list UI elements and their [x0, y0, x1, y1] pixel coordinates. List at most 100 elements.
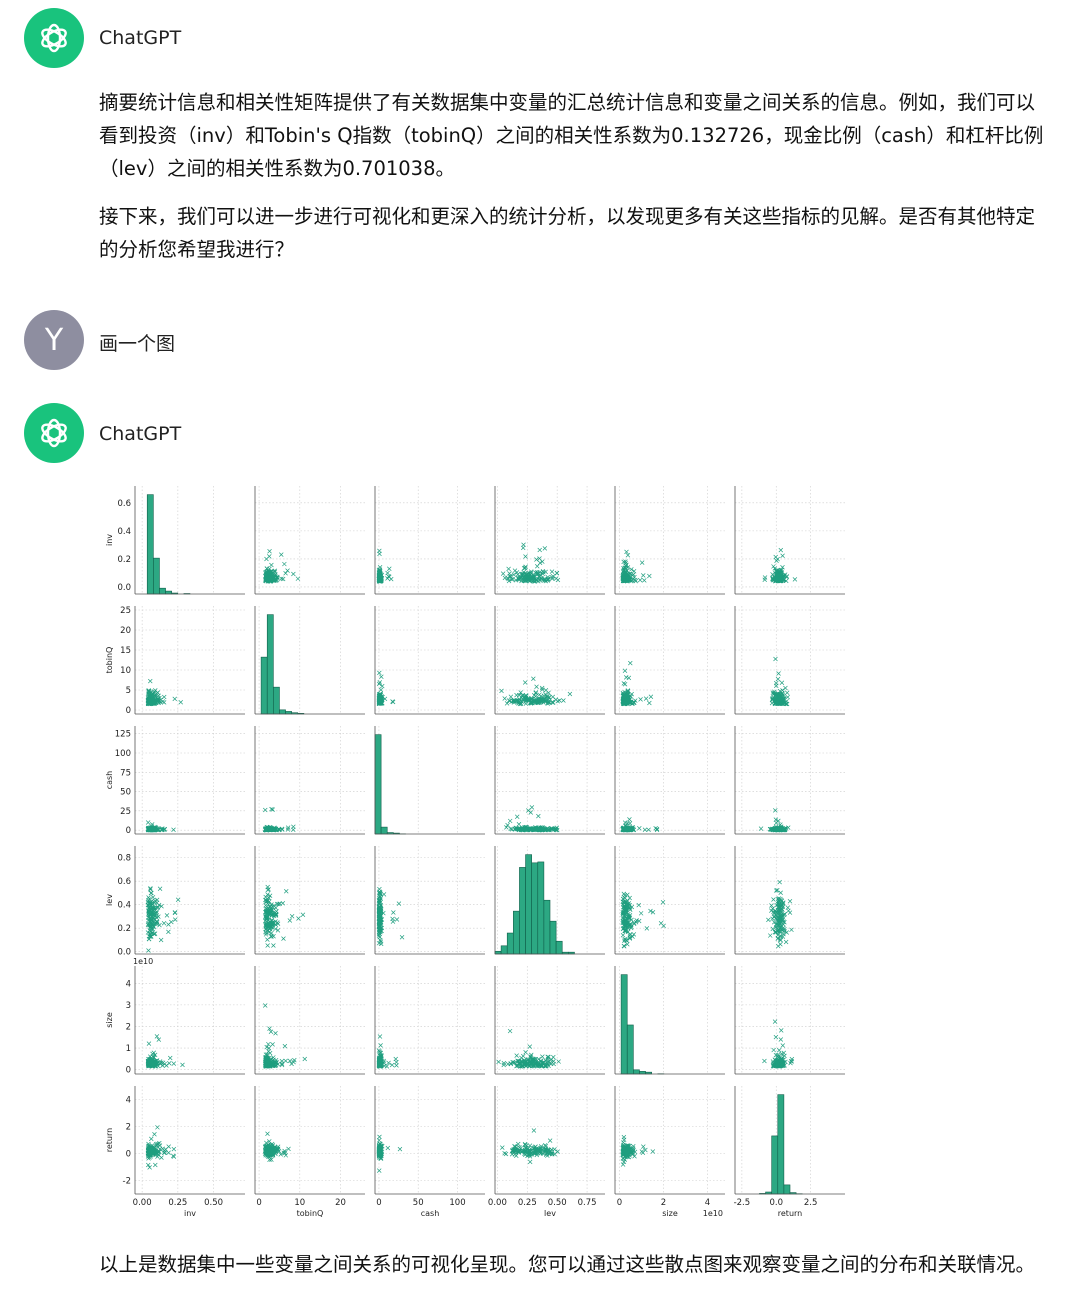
assistant-message-paragraph: 以上是数据集中一些变量之间关系的可视化呈现。您可以通过这些散点图来观察变量之间的…	[99, 1253, 1036, 1276]
scatter-point	[381, 892, 387, 897]
scatter-point	[267, 549, 272, 554]
scatter-point	[539, 697, 545, 702]
scatter-point	[536, 579, 541, 584]
scatter-point	[537, 556, 542, 561]
scatter-point	[557, 698, 562, 703]
scatter-point	[263, 807, 268, 813]
scatter-point	[567, 691, 573, 697]
histogram-bar	[165, 590, 172, 595]
scatter-point	[158, 700, 164, 705]
scatter-point	[555, 1149, 560, 1154]
scatter-point	[522, 694, 528, 699]
scatter-point	[161, 921, 167, 926]
x-tick-label: 2.5	[804, 1198, 818, 1208]
scatter-point	[506, 576, 511, 582]
scatter-point	[505, 822, 510, 828]
x-tick-label: 0.50	[204, 1198, 223, 1208]
x-tick-label: 0.00	[488, 1198, 507, 1208]
scatter-point	[773, 808, 778, 813]
scatter-point	[151, 1050, 157, 1056]
y-tick-label: 0	[126, 826, 131, 836]
scatter-point	[780, 697, 786, 702]
scatter-point	[534, 557, 539, 562]
scatter-point	[520, 571, 526, 577]
pairplot-panel-inv-lev	[494, 486, 605, 595]
pairplot-panel-lev-cash	[374, 846, 485, 955]
scatter-point	[772, 1019, 778, 1024]
scatter-point	[271, 827, 277, 832]
scatter-point	[639, 1149, 645, 1154]
scatter-point	[275, 928, 281, 933]
x-tick-label: 50	[413, 1198, 424, 1208]
scatter-point	[285, 568, 290, 573]
scatter-point	[538, 699, 544, 704]
scatter-point	[621, 559, 626, 565]
openai-logo-icon	[41, 23, 67, 53]
scatter-point	[262, 1003, 268, 1008]
scatter-point	[397, 1146, 403, 1152]
histogram-bar	[777, 1094, 785, 1195]
scatter-point	[154, 897, 160, 903]
scatter-point	[630, 577, 636, 582]
scatter-point	[266, 575, 271, 581]
scatter-point	[776, 697, 781, 703]
scatter-point	[785, 825, 791, 830]
scatter-point	[148, 890, 154, 896]
scatter-point	[792, 577, 798, 582]
scatter-point	[549, 825, 554, 831]
scatter-point	[507, 818, 513, 824]
scatter-point	[531, 676, 536, 681]
scatter-point	[621, 1134, 627, 1140]
scatter-point	[553, 697, 559, 702]
scatter-point	[625, 892, 630, 898]
scatter-point	[376, 577, 382, 583]
scatter-point	[147, 927, 152, 933]
scatter-point	[621, 827, 626, 833]
scatter-point	[152, 900, 157, 905]
scatter-point	[647, 700, 652, 706]
scatter-point	[622, 668, 628, 674]
scatter-point	[535, 827, 540, 833]
scatter-point	[780, 553, 785, 559]
scatter-point	[148, 887, 153, 892]
scatter-point	[623, 563, 629, 569]
scatter-point	[518, 576, 523, 581]
x-axis-label: lev	[544, 1209, 556, 1218]
scatter-point	[637, 825, 642, 831]
scatter-point	[149, 901, 155, 906]
scatter-point	[545, 827, 551, 833]
scatter-point	[628, 699, 634, 705]
scatter-point	[146, 936, 152, 942]
pairplot-panel-size-tobinQ	[254, 966, 365, 1075]
pairplot-panel-inv-inv: 0.0 0.2 0.4 0.6 inv	[105, 486, 245, 595]
pairplot-panel-lev-tobinQ	[254, 846, 365, 955]
scatter-point	[535, 700, 541, 706]
scatter-point	[500, 571, 506, 576]
scatter-point	[766, 917, 771, 923]
y-offset-text: 1e10	[133, 957, 153, 966]
scatter-point	[528, 827, 534, 832]
scatter-point	[152, 689, 157, 694]
scatter-point	[145, 820, 151, 825]
scatter-point	[534, 684, 539, 690]
x-tick-label: 2	[661, 1198, 666, 1208]
openai-logo-icon	[41, 418, 67, 448]
scatter-point	[620, 932, 626, 938]
scatter-point	[545, 701, 550, 706]
scatter-point	[780, 1043, 786, 1048]
pairplot-panel-return-size: 0 2 4 size 1e10	[614, 1086, 725, 1218]
scatter-point	[178, 699, 183, 705]
scatter-point	[267, 569, 273, 575]
scatter-point	[551, 1054, 556, 1060]
scatter-point	[166, 929, 171, 935]
scatter-point	[779, 691, 785, 697]
user-initial: Y	[44, 322, 64, 358]
scatter-point	[783, 578, 789, 584]
x-axis-label: tobinQ	[297, 1209, 324, 1218]
scatter-point	[639, 560, 645, 565]
scatter-point	[516, 821, 522, 827]
scatter-point	[782, 572, 788, 577]
scatter-point	[518, 690, 523, 695]
scatter-point	[378, 691, 383, 697]
scatter-point	[643, 1147, 648, 1153]
